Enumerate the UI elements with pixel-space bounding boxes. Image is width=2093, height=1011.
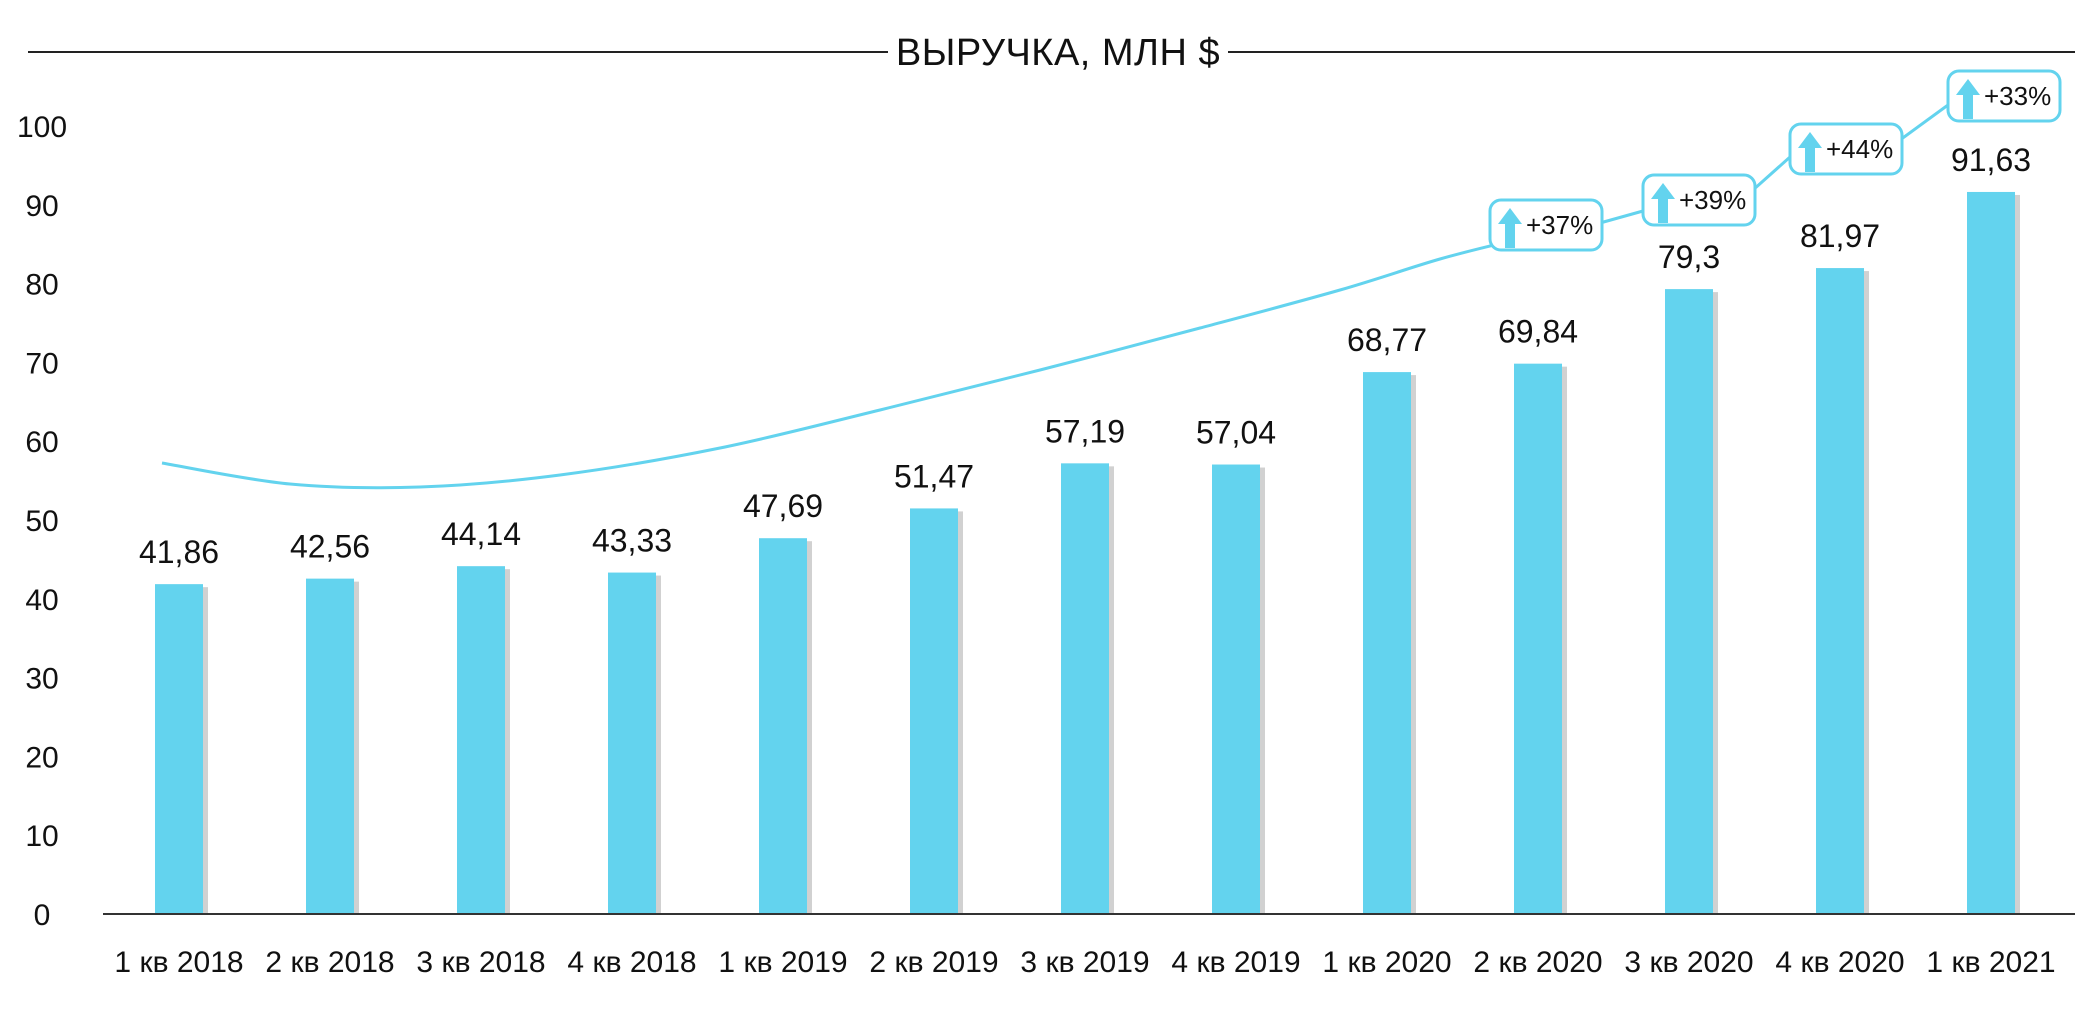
y-tick-label: 50 xyxy=(25,505,58,538)
y-tick-label: 20 xyxy=(25,741,58,774)
growth-badge: +33% xyxy=(1946,69,2062,123)
growth-badge-box xyxy=(1788,122,1904,176)
x-tick-label: 1 кв 2021 xyxy=(1926,946,2055,979)
y-tick-label: 30 xyxy=(25,663,58,696)
y-tick-label: 90 xyxy=(25,190,58,223)
y-tick-label: 0 xyxy=(34,899,51,932)
y-axis: 0 10 20 30 40 50 60 70 80 90 100 xyxy=(17,111,67,932)
growth-badge: +37% xyxy=(1488,198,1604,252)
bar-value-label: 57,19 xyxy=(1045,413,1125,449)
growth-badge-box xyxy=(1488,198,1604,252)
x-tick-label: 1 кв 2018 xyxy=(114,946,243,979)
x-tick-label: 4 кв 2019 xyxy=(1171,946,1300,979)
x-tick-label: 3 кв 2019 xyxy=(1020,946,1149,979)
x-tick-label: 2 кв 2020 xyxy=(1473,946,1602,979)
bar-value-label: 57,04 xyxy=(1196,415,1276,451)
bar xyxy=(1514,363,1562,915)
x-tick-label: 3 кв 2020 xyxy=(1624,946,1753,979)
growth-badge-box xyxy=(1946,69,2062,123)
x-axis: 1 кв 2018 2 кв 2018 3 кв 2018 4 кв 2018 1 кв… xyxy=(103,913,2075,979)
x-tick-label: 2 кв 2018 xyxy=(265,946,394,979)
bar-value-label: 69,84 xyxy=(1498,314,1578,350)
bar xyxy=(1665,289,1713,915)
bar-value-label: 91,63 xyxy=(1951,142,2031,178)
bar xyxy=(1967,191,2015,915)
arrow-up-icon xyxy=(1651,183,1675,223)
growth-badge-label: +44% xyxy=(1826,134,1893,164)
trend-connector xyxy=(1599,209,1644,225)
x-tick-label: 1 кв 2019 xyxy=(718,946,847,979)
trend-line-group xyxy=(161,228,1561,490)
y-tick-label: 40 xyxy=(25,584,58,617)
chart-title: ВЫРУЧКА, МЛН $ xyxy=(896,32,1220,74)
x-tick-label: 1 кв 2020 xyxy=(1322,946,1451,979)
bar-value-label: 81,97 xyxy=(1800,218,1880,254)
y-tick-label: 80 xyxy=(25,269,58,302)
bar xyxy=(910,508,958,914)
growth-annotations-group: +37% +39% +44% +33% xyxy=(1488,69,2062,252)
bar-value-label: 41,86 xyxy=(139,534,219,570)
bar-value-label: 44,14 xyxy=(441,516,521,552)
growth-badge-box xyxy=(1641,173,1757,227)
growth-badge-label: +39% xyxy=(1679,185,1746,215)
trend-connector xyxy=(1752,155,1791,192)
bars-group xyxy=(155,191,2020,915)
arrow-up-icon xyxy=(1498,208,1522,248)
bar-value-label: 79,3 xyxy=(1658,239,1720,275)
bar xyxy=(457,566,505,914)
growth-badge: +44% xyxy=(1788,122,1904,176)
bar xyxy=(608,572,656,914)
value-labels-group: 41,86 42,56 44,14 43,33 47,69 51,47 57,19 57,04… xyxy=(139,142,2031,570)
arrow-up-icon xyxy=(1956,79,1980,119)
bar-value-label: 43,33 xyxy=(592,523,672,559)
bar xyxy=(155,584,203,914)
arrow-up-icon xyxy=(1798,132,1822,172)
bar xyxy=(1212,464,1260,914)
growth-badge-label: +33% xyxy=(1984,81,2051,111)
growth-badge: +39% xyxy=(1641,173,1757,227)
bar xyxy=(306,578,354,914)
x-tick-label: 4 кв 2018 xyxy=(567,946,696,979)
bar-value-label: 42,56 xyxy=(290,529,370,565)
y-tick-label: 100 xyxy=(17,111,67,144)
bar-value-label: 68,77 xyxy=(1347,322,1427,358)
bar xyxy=(759,538,807,914)
bar xyxy=(1061,463,1109,914)
bar xyxy=(1363,372,1411,914)
x-tick-label: 2 кв 2019 xyxy=(869,946,998,979)
bar xyxy=(1816,268,1864,914)
x-tick-label: 4 кв 2020 xyxy=(1775,946,1904,979)
y-tick-label: 70 xyxy=(25,347,58,380)
y-tick-label: 10 xyxy=(25,820,58,853)
y-tick-label: 60 xyxy=(25,426,58,459)
growth-badge-label: +37% xyxy=(1526,210,1593,240)
x-tick-label: 3 кв 2018 xyxy=(416,946,545,979)
bar-value-label: 51,47 xyxy=(894,458,974,494)
trend-line xyxy=(161,228,1561,490)
chart-title-group: ВЫРУЧКА, МЛН $ xyxy=(28,32,2075,74)
trend-connector xyxy=(1899,103,1949,142)
bar-value-label: 47,69 xyxy=(743,488,823,524)
